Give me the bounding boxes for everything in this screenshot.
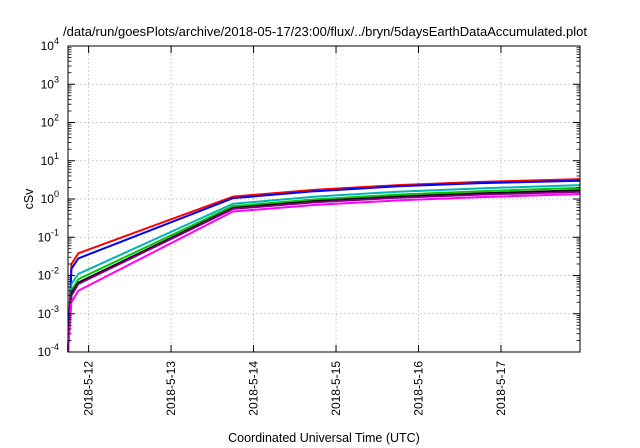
x-tick-label: 2018-5-12	[82, 361, 96, 416]
y-tick-label: 100	[41, 189, 59, 206]
ticks	[68, 45, 580, 353]
series-line-1	[67, 178, 581, 353]
x-tick-labels: 2018-5-12 2018-5-13 2018-5-14 2018-5-15 2018…	[82, 361, 508, 416]
y-tick-label: 103	[41, 74, 59, 91]
y-tick-label: 10-4	[38, 342, 59, 359]
chart-title: /data/run/goesPlots/archive/2018-05-17/2…	[63, 24, 587, 39]
y-tick-label: 10-1	[38, 227, 59, 244]
y-tick-labels: 10-4 10-3 10-2 10-1 100 101 102 103 104	[38, 36, 59, 359]
y-tick-label: 10-3	[38, 304, 59, 321]
series-line-3	[67, 184, 581, 353]
x-tick-label: 2018-5-17	[494, 361, 508, 416]
y-tick-label: 101	[41, 151, 59, 168]
series-line-5	[67, 189, 581, 353]
x-tick-label: 2018-5-14	[247, 361, 261, 416]
y-axis-label: cSv	[22, 188, 36, 210]
series-lines	[67, 178, 581, 353]
y-tick-label: 10-2	[38, 266, 59, 283]
series-line-4	[67, 186, 581, 353]
x-tick-label: 2018-5-13	[164, 361, 178, 416]
x-tick-label: 2018-5-16	[411, 361, 425, 416]
series-line-6	[67, 190, 581, 353]
x-axis-label: Coordinated Universal Time (UTC)	[228, 431, 420, 445]
y-tick-label: 104	[41, 36, 59, 53]
series-line-2	[67, 179, 581, 353]
y-tick-label: 102	[41, 113, 59, 130]
series-line-7	[67, 193, 581, 353]
x-tick-label: 2018-5-15	[329, 361, 343, 416]
